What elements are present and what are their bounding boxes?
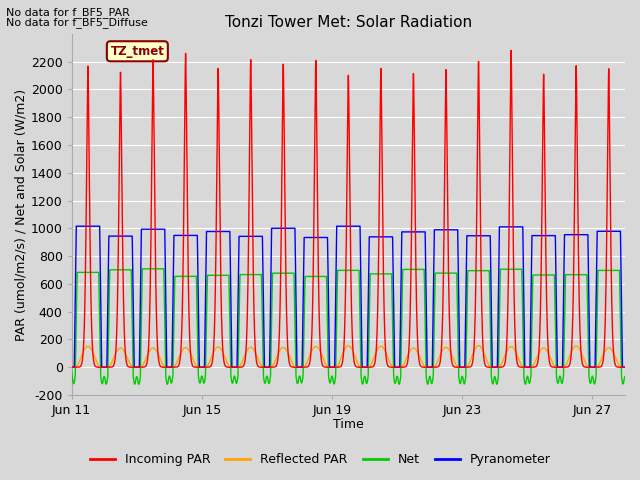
Y-axis label: PAR (umol/m2/s) / Net and Solar (W/m2): PAR (umol/m2/s) / Net and Solar (W/m2) — [15, 88, 28, 340]
Text: No data for f_BF5_Diffuse: No data for f_BF5_Diffuse — [6, 17, 148, 28]
X-axis label: Time: Time — [333, 419, 364, 432]
Title: Tonzi Tower Met: Solar Radiation: Tonzi Tower Met: Solar Radiation — [225, 15, 472, 30]
Legend: Incoming PAR, Reflected PAR, Net, Pyranometer: Incoming PAR, Reflected PAR, Net, Pyrano… — [84, 448, 556, 471]
Text: No data for f_BF5_PAR: No data for f_BF5_PAR — [6, 7, 131, 18]
Text: TZ_tmet: TZ_tmet — [111, 45, 164, 58]
